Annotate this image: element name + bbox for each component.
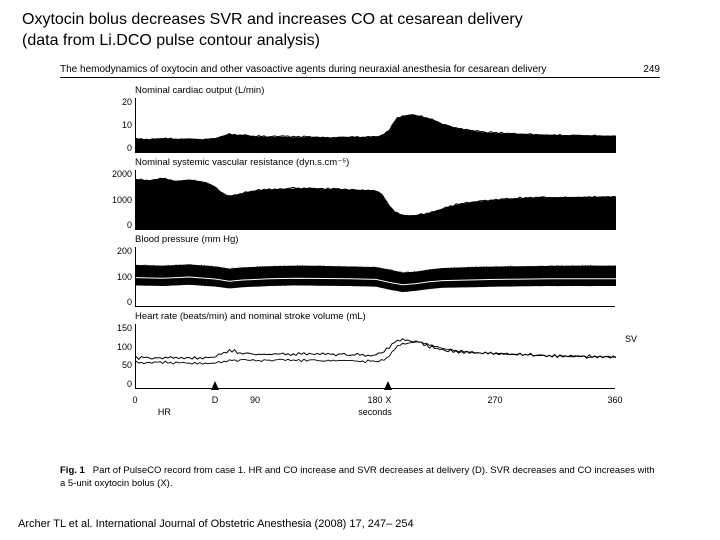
x-tick-label: 270 bbox=[487, 395, 502, 405]
y-tick-label: 100 bbox=[117, 273, 132, 282]
x-axis: DX090180270360HRseconds bbox=[135, 393, 615, 421]
y-axis: 150 100 50 0 bbox=[95, 324, 135, 389]
figure-caption-text: Part of PulseCO record from case 1. HR a… bbox=[60, 465, 655, 489]
chart-title: Nominal cardiac output (L/min) bbox=[135, 85, 635, 96]
chart-panel-svr: Nominal systemic vascular resistance (dy… bbox=[95, 157, 635, 230]
plot-area bbox=[135, 247, 615, 307]
event-arrow-d bbox=[211, 381, 219, 390]
event-arrow-x bbox=[384, 381, 392, 390]
x-tick-label: 0 bbox=[132, 395, 137, 405]
y-tick-label: 200 bbox=[117, 247, 132, 256]
running-title: The hemodynamics of oxytocin and other v… bbox=[60, 64, 546, 75]
y-tick-label: 150 bbox=[117, 324, 132, 333]
chart-panel-co: Nominal cardiac output (L/min)20 10 0 bbox=[95, 85, 635, 153]
chart-title: Blood pressure (mm Hg) bbox=[135, 234, 635, 245]
event-label-d: D bbox=[212, 395, 219, 405]
y-tick-label: 0 bbox=[127, 144, 132, 153]
paper-running-header: The hemodynamics of oxytocin and other v… bbox=[60, 64, 660, 78]
chart-panel-hr_sv: Heart rate (beats/min) and nominal strok… bbox=[95, 311, 635, 389]
y-tick-label: 0 bbox=[127, 380, 132, 389]
plot-area bbox=[135, 98, 615, 153]
event-label-x: X bbox=[385, 395, 391, 405]
slide-title: Oxytocin bolus decreases SVR and increas… bbox=[22, 10, 662, 52]
figure-caption: Fig. 1 Part of PulseCO record from case … bbox=[60, 465, 660, 491]
x-tick-label: 90 bbox=[250, 395, 260, 405]
y-tick-label: 10 bbox=[122, 121, 132, 130]
x-label-hr: HR bbox=[158, 407, 171, 417]
sv-label: SV bbox=[625, 334, 637, 344]
y-axis: 200 100 0 bbox=[95, 247, 135, 307]
plot-area bbox=[135, 170, 615, 230]
y-tick-label: 1000 bbox=[112, 196, 132, 205]
chart-title: Nominal systemic vascular resistance (dy… bbox=[135, 157, 635, 168]
y-tick-label: 0 bbox=[127, 221, 132, 230]
chart-panels: Nominal cardiac output (L/min)20100Nomin… bbox=[95, 85, 635, 421]
chart-title: Heart rate (beats/min) and nominal strok… bbox=[135, 311, 635, 322]
title-line-2: (data from Li.DCO pulse contour analysis… bbox=[22, 32, 320, 49]
x-tick-label: 180 bbox=[367, 395, 382, 405]
x-tick-label: 360 bbox=[607, 395, 622, 405]
y-tick-label: 0 bbox=[127, 298, 132, 307]
plot-area: SV bbox=[135, 324, 615, 389]
y-axis: 20 10 0 bbox=[95, 98, 135, 153]
citation: Archer TL et al. International Journal o… bbox=[18, 518, 414, 530]
figure-label: Fig. 1 bbox=[60, 465, 85, 476]
page-number: 249 bbox=[643, 64, 660, 75]
y-tick-label: 50 bbox=[122, 361, 132, 370]
title-line-1: Oxytocin bolus decreases SVR and increas… bbox=[22, 11, 523, 28]
y-tick-label: 100 bbox=[117, 343, 132, 352]
x-label-seconds: seconds bbox=[358, 407, 392, 417]
y-tick-label: 20 bbox=[122, 98, 132, 107]
y-axis: 2000 1000 0 bbox=[95, 170, 135, 230]
y-tick-label: 2000 bbox=[112, 170, 132, 179]
chart-panel-bp: Blood pressure (mm Hg)200 100 0 bbox=[95, 234, 635, 307]
